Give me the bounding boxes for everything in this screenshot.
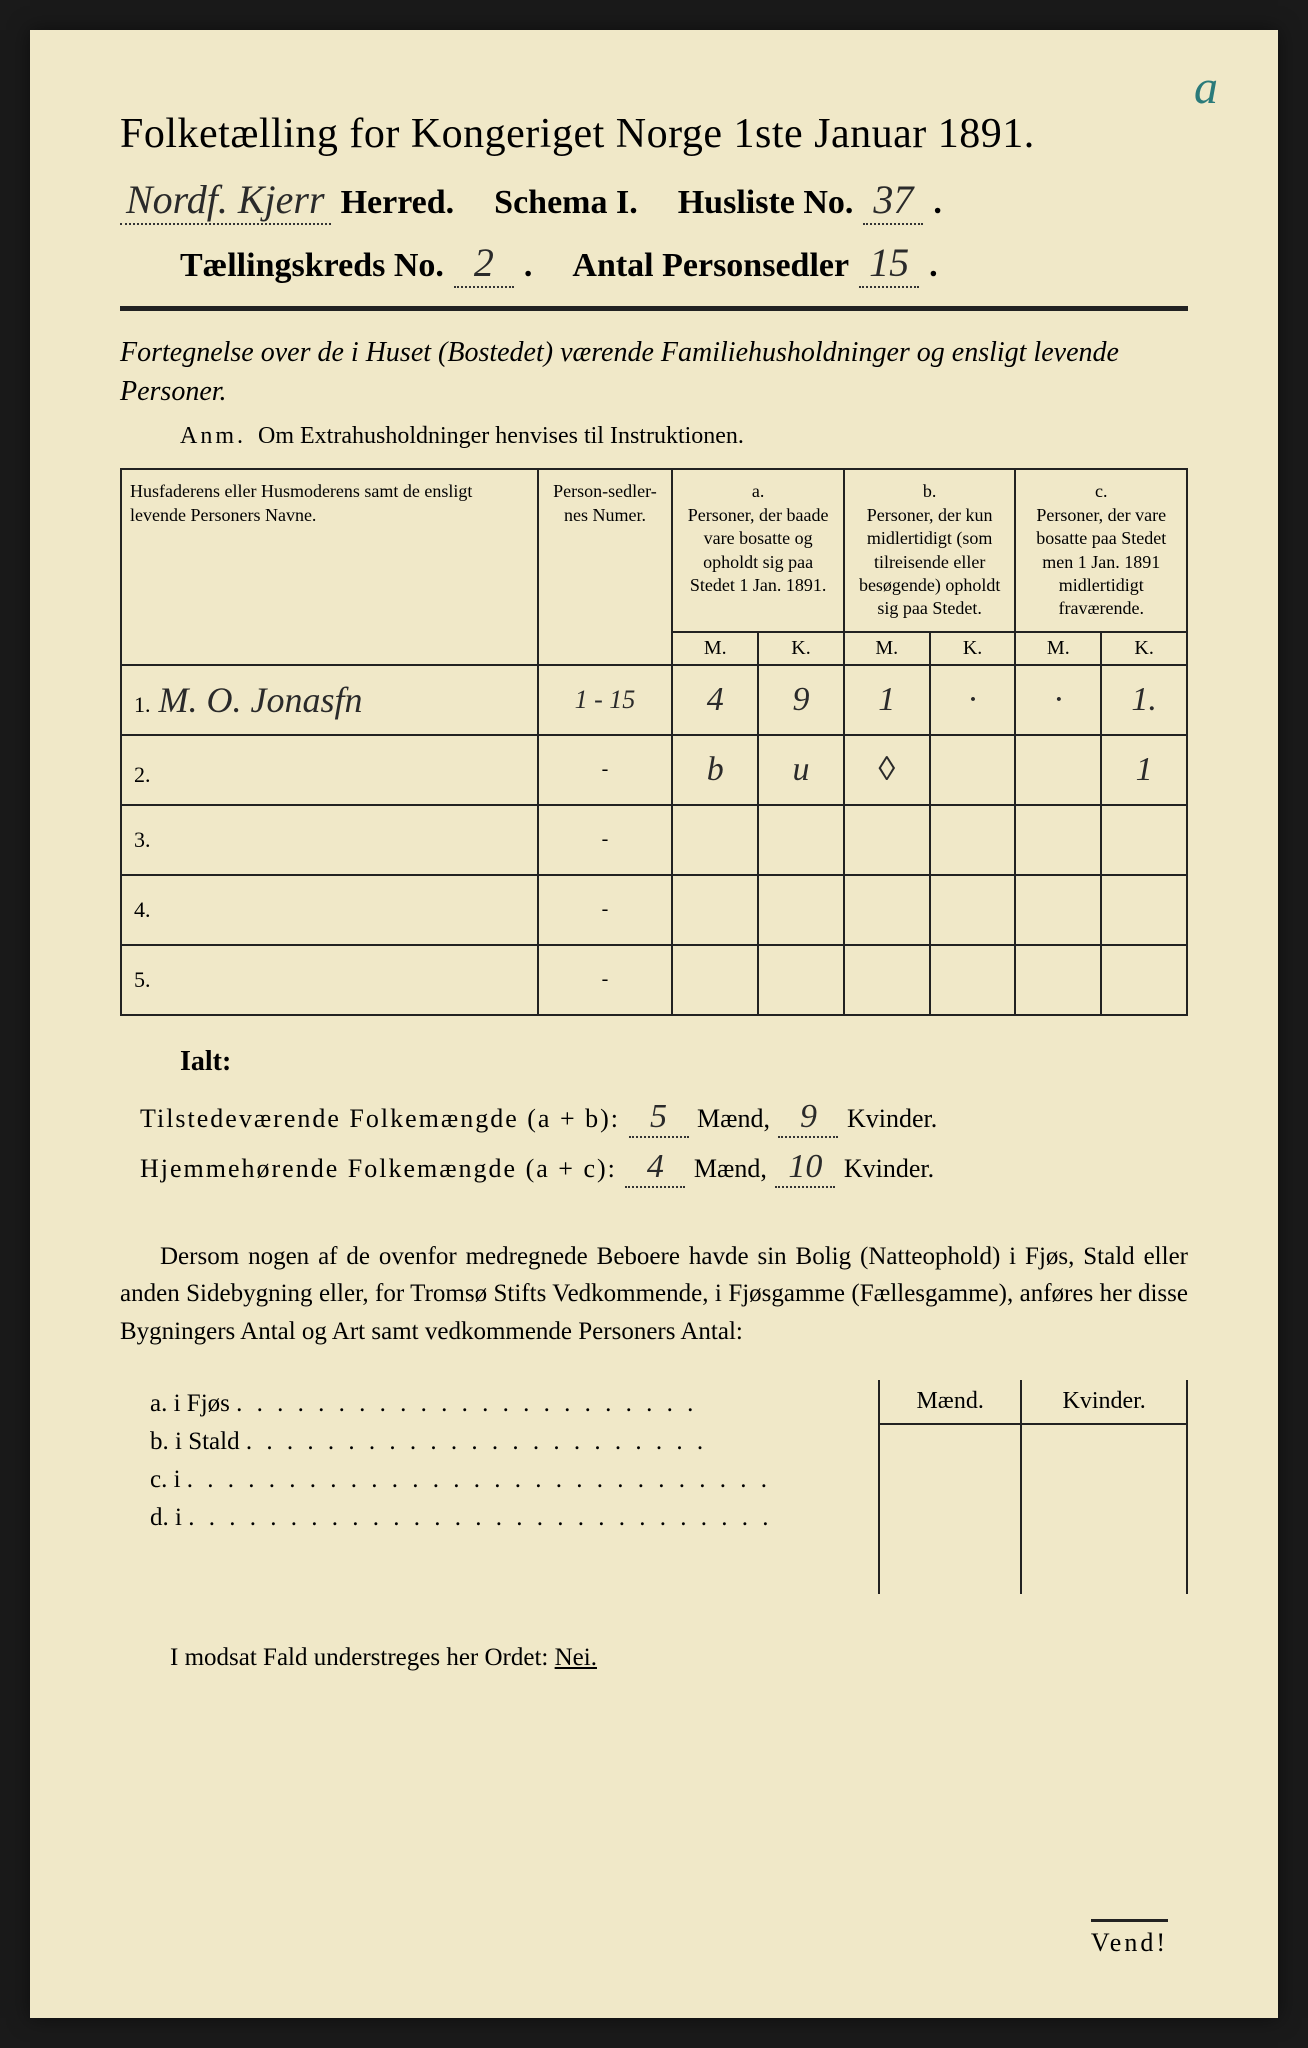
col-a-header: a. Personer, der baade vare bosatte og o…	[672, 469, 844, 631]
table-row: 5. -	[121, 945, 1187, 1015]
header-row-1: Nordf. Kjerr Herred. Schema I. Husliste …	[120, 176, 1188, 225]
footer-instruction: I modsat Fald understreges her Ordet: Ne…	[170, 1644, 1188, 1672]
anm-note: Anm. Om Extrahusholdninger henvises til …	[180, 423, 1188, 450]
col-a-m: M.	[672, 632, 758, 665]
table-row: 3. -	[121, 805, 1187, 875]
kreds-label: Tællingskreds No.	[180, 247, 444, 285]
instructions-paragraph: Dersom nogen af de ovenfor medregnede Be…	[120, 1238, 1188, 1351]
kreds-no: 2	[454, 239, 514, 288]
corner-annotation: a	[1194, 60, 1218, 115]
building-d: d. i . . . . . . . . . . . . . . . . . .…	[150, 1504, 848, 1532]
header-row-2: Tællingskreds No. 2 . Antal Personsedler…	[120, 239, 1188, 288]
total-ac: Hjemmehørende Folkemængde (a + c): 4 Mæn…	[140, 1148, 1188, 1188]
col-c-k: K.	[1101, 632, 1187, 665]
herred-handwritten: Nordf. Kjerr	[120, 176, 331, 225]
ialt-label: Ialt:	[180, 1046, 1188, 1078]
husliste-no: 37	[863, 176, 923, 225]
table-row: 2. - b u ◊ 1	[121, 735, 1187, 805]
main-title: Folketælling for Kongeriget Norge 1ste J…	[120, 110, 1188, 158]
building-a: a. i Fjøs . . . . . . . . . . . . . . . …	[150, 1390, 848, 1418]
antal-no: 15	[859, 239, 919, 288]
total-ab: Tilstedeværende Folkemængde (a + b): 5 M…	[140, 1098, 1188, 1138]
nei-word: Nei.	[555, 1644, 597, 1671]
husliste-label: Husliste No.	[678, 184, 854, 222]
census-form-page: a Folketælling for Kongeriget Norge 1ste…	[30, 30, 1278, 2018]
table-row: 4. -	[121, 875, 1187, 945]
vend-label: Vend!	[1091, 1919, 1168, 1958]
antal-label: Antal Personsedler	[572, 247, 849, 285]
col-b-header: b. Personer, der kun midlertidigt (som t…	[844, 469, 1016, 631]
schema-label: Schema I.	[494, 184, 638, 222]
col-b-m: M.	[844, 632, 930, 665]
col-c-header: c. Personer, der vare bosatte paa Stedet…	[1015, 469, 1187, 631]
buildings-section: a. i Fjøs . . . . . . . . . . . . . . . …	[120, 1380, 1188, 1594]
anm-label: Anm.	[180, 423, 246, 449]
mk-kvinder-header: Kvinder.	[1021, 1380, 1187, 1424]
col-b-k: K.	[930, 632, 1016, 665]
building-c: c. i . . . . . . . . . . . . . . . . . .…	[150, 1466, 848, 1494]
col-c-m: M.	[1015, 632, 1101, 665]
anm-text: Om Extrahusholdninger henvises til Instr…	[258, 423, 744, 449]
divider-1	[120, 306, 1188, 311]
building-b: b. i Stald . . . . . . . . . . . . . . .…	[150, 1428, 848, 1456]
mk-table: Mænd. Kvinder.	[878, 1380, 1188, 1594]
col-numer-header: Person-sedler-nes Numer.	[538, 469, 673, 664]
herred-label: Herred.	[341, 184, 455, 222]
col-a-k: K.	[758, 632, 844, 665]
mk-maend-header: Mænd.	[879, 1380, 1021, 1424]
table-body: 1.M. O. Jonasfn 1 - 15 4 9 1 · · 1. 2. -…	[121, 665, 1187, 1015]
main-table: Husfaderens eller Husmoderens samt de en…	[120, 468, 1188, 1015]
col-names-header: Husfaderens eller Husmoderens samt de en…	[121, 469, 538, 664]
table-row: 1.M. O. Jonasfn 1 - 15 4 9 1 · · 1.	[121, 665, 1187, 735]
form-subtitle: Fortegnelse over de i Huset (Bostedet) v…	[120, 333, 1188, 411]
